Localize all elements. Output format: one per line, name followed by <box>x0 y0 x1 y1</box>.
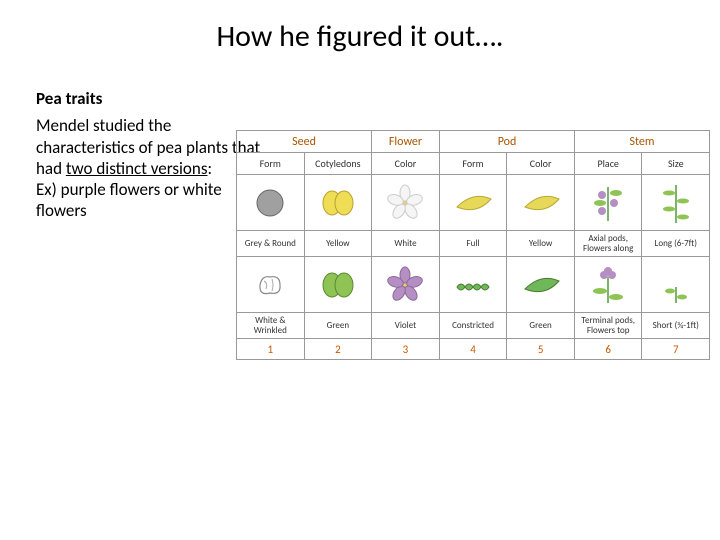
label-cell: Green <box>507 313 575 339</box>
text-column: Pea traits Mendel studied the characteri… <box>36 88 266 222</box>
subheader-cell: Size <box>642 153 709 175</box>
subheader-cell: Form <box>237 153 305 175</box>
category-cell: Flower <box>372 131 440 153</box>
text-body: Mendel studied the characteristics of pe… <box>36 115 266 221</box>
label-cell: White <box>372 231 440 257</box>
image-cell <box>237 257 305 313</box>
flower-white-icon <box>383 181 427 225</box>
label-cell: White & Wrinkled <box>237 313 305 339</box>
slide-title: How he figured it out…. <box>0 18 720 55</box>
flower-violet-icon <box>383 263 427 307</box>
image-cell <box>507 257 575 313</box>
dominant-label-row: Grey & RoundYellowWhiteFullYellowAxial p… <box>237 231 709 257</box>
label-cell: Long (6-7ft) <box>642 231 709 257</box>
label-cell: Green <box>305 313 373 339</box>
recessive-image-row <box>237 257 709 313</box>
category-cell: Stem <box>575 131 709 153</box>
subheader-cell: Color <box>507 153 575 175</box>
cotyledon-yellow-icon <box>316 181 360 225</box>
stem-axial-icon <box>586 181 630 225</box>
pod-constricted-icon <box>451 263 495 307</box>
pod-green-icon <box>519 263 563 307</box>
recessive-label-row: White & WrinkledGreenVioletConstrictedGr… <box>237 313 709 339</box>
stem-long-icon <box>654 181 698 225</box>
number-cell: 2 <box>305 339 373 359</box>
label-cell: Violet <box>372 313 440 339</box>
image-cell <box>305 175 373 231</box>
image-cell <box>575 175 643 231</box>
image-cell <box>440 175 508 231</box>
slide: How he figured it out…. Pea traits Mende… <box>0 0 720 540</box>
subheader-row: FormCotyledonsColorFormColorPlaceSize <box>237 153 709 175</box>
subheader-cell: Place <box>575 153 643 175</box>
dominant-image-row <box>237 175 709 231</box>
image-cell <box>372 175 440 231</box>
label-cell: Short (¾-1ft) <box>642 313 709 339</box>
label-cell: Terminal pods, Flowers top <box>575 313 643 339</box>
number-cell: 5 <box>507 339 575 359</box>
image-cell <box>642 257 709 313</box>
stem-short-icon <box>654 263 698 307</box>
label-cell: Axial pods, Flowers along <box>575 231 643 257</box>
subheader-cell: Color <box>372 153 440 175</box>
category-cell: Pod <box>440 131 575 153</box>
seed-round-grey-icon <box>248 181 292 225</box>
number-cell: 4 <box>440 339 508 359</box>
subheader-cell: Form <box>440 153 508 175</box>
pod-full-icon <box>451 181 495 225</box>
image-cell <box>440 257 508 313</box>
image-cell <box>575 257 643 313</box>
category-cell: Seed <box>237 131 372 153</box>
image-cell <box>642 175 709 231</box>
number-cell: 1 <box>237 339 305 359</box>
label-cell: Yellow <box>305 231 373 257</box>
label-cell: Constricted <box>440 313 508 339</box>
cotyledon-green-icon <box>316 263 360 307</box>
stem-terminal-icon <box>586 263 630 307</box>
label-cell: Grey & Round <box>237 231 305 257</box>
image-cell <box>237 175 305 231</box>
label-cell: Full <box>440 231 508 257</box>
image-cell <box>372 257 440 313</box>
category-row: SeedFlowerPodStem <box>237 131 709 153</box>
label-cell: Yellow <box>507 231 575 257</box>
number-cell: 3 <box>372 339 440 359</box>
seed-wrinkled-white-icon <box>248 263 292 307</box>
traits-table: SeedFlowerPodStem FormCotyledonsColorFor… <box>236 130 710 360</box>
image-cell <box>305 257 373 313</box>
number-row: 1234567 <box>237 339 709 359</box>
image-cell <box>507 175 575 231</box>
text-heading: Pea traits <box>36 88 266 109</box>
subheader-cell: Cotyledons <box>305 153 373 175</box>
pod-yellow-icon <box>519 181 563 225</box>
number-cell: 7 <box>642 339 709 359</box>
number-cell: 6 <box>575 339 643 359</box>
